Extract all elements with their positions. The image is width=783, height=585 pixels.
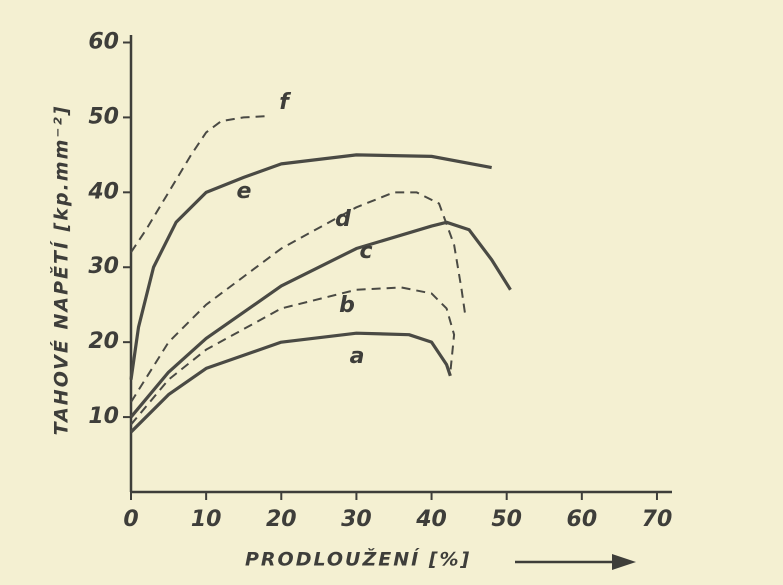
y-axis-label: TAHOVÉ NAPĚTÍ [kp.mm⁻²] — [50, 105, 73, 436]
curve — [129, 220, 512, 419]
x-tick-label: 30 — [341, 507, 372, 532]
curve-label: d — [335, 207, 351, 232]
curve — [130, 286, 456, 426]
x-tick-label: 0 — [123, 507, 138, 532]
arrow — [515, 554, 636, 570]
curve — [129, 153, 492, 380]
curve-label: f — [279, 90, 291, 115]
curve-label: b — [339, 293, 355, 318]
y-tick-label: 30 — [88, 254, 119, 279]
y-tick-label: 10 — [88, 404, 119, 429]
x-tick-label: 20 — [266, 507, 297, 532]
x-tick-label: 50 — [491, 507, 522, 532]
curve — [129, 331, 452, 434]
curve-label: e — [237, 179, 252, 204]
x-tick-label: 40 — [415, 507, 447, 532]
x-tick-label: 70 — [642, 507, 673, 532]
curve-label: a — [350, 344, 365, 369]
x-tick-label: 10 — [191, 507, 222, 532]
y-tick-label: 60 — [88, 29, 119, 54]
x-tick-label: 60 — [567, 507, 598, 532]
curve-label: c — [359, 239, 372, 264]
curve — [130, 114, 271, 253]
x-axis-label: PRODLOUŽENÍ [%] — [245, 548, 471, 571]
curve — [130, 191, 467, 403]
y-tick-label: 40 — [87, 179, 119, 204]
y-tick-label: 20 — [88, 329, 119, 354]
y-tick-label: 50 — [88, 104, 119, 129]
